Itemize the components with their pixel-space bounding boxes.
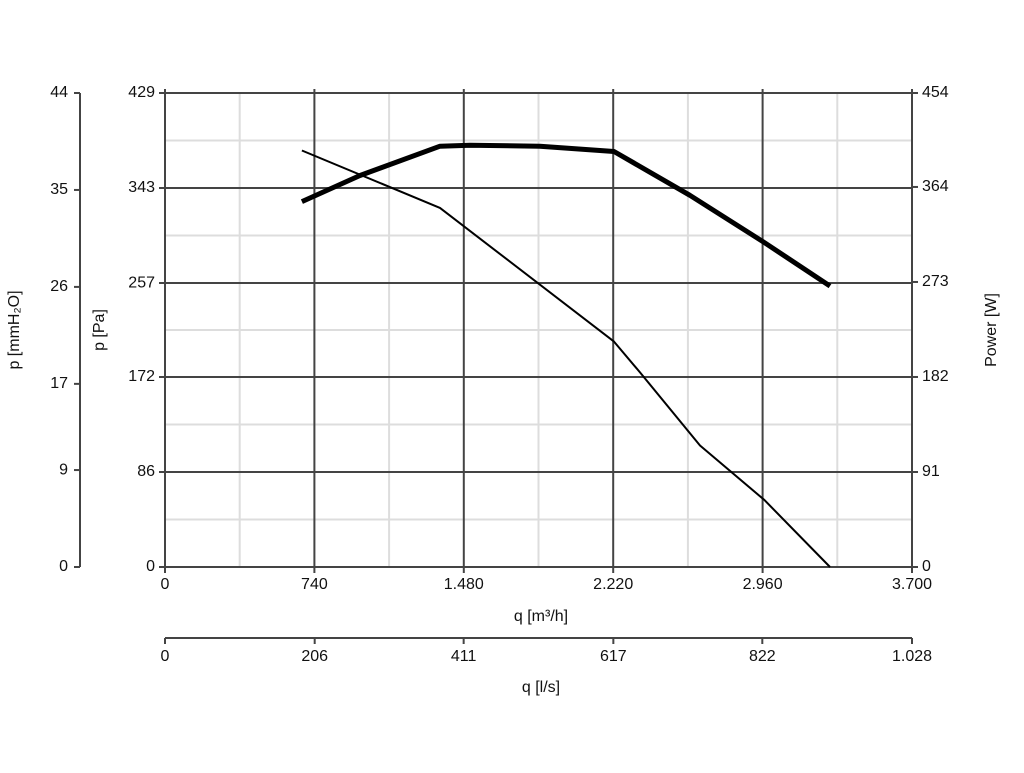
- y2-tick-label: 364: [922, 178, 949, 195]
- y3-tick-label: 35: [50, 181, 68, 198]
- y3-tick-label: 0: [59, 558, 68, 575]
- y3-tick-label: 26: [50, 278, 68, 295]
- x-tick-label: 0: [161, 576, 170, 593]
- x2-axis-title: q [l/s]: [522, 679, 560, 696]
- y2-tick-label: 182: [922, 368, 949, 385]
- y3-tick-label: 17: [50, 375, 68, 392]
- y2-tick-label: 0: [922, 558, 931, 575]
- y3-axis-title: p [mmH₂O]: [6, 290, 23, 369]
- x-tick-label: 1.480: [444, 576, 484, 593]
- y3-tick-label: 44: [50, 84, 68, 101]
- y2-tick-label: 273: [922, 273, 949, 290]
- series-line: [300, 142, 832, 289]
- y-tick-label: 86: [137, 463, 155, 480]
- x-axis-title: q [m³/h]: [514, 608, 568, 625]
- y2-tick-label: 454: [922, 84, 949, 101]
- x2-tick-label: 1.028: [892, 648, 932, 665]
- y-tick-label: 257: [128, 274, 155, 291]
- x-tick-label: 2.960: [743, 576, 783, 593]
- x2-tick-label: 0: [161, 648, 170, 665]
- y3-tick-label: 9: [59, 461, 68, 478]
- y-axis-title: p [Pa]: [91, 309, 108, 351]
- y-tick-label: 172: [128, 368, 155, 385]
- x-tick-label: 740: [301, 576, 328, 593]
- x2-tick-label: 822: [749, 648, 776, 665]
- x2-tick-label: 617: [600, 648, 627, 665]
- series-line: [301, 149, 831, 568]
- x2-tick-label: 411: [451, 648, 477, 665]
- y-tick-label: 343: [128, 179, 155, 196]
- y2-tick-label: 91: [922, 463, 940, 480]
- x-tick-label: 2.220: [593, 576, 633, 593]
- y2-axis-title: Power [W]: [983, 293, 1000, 367]
- y-tick-label: 0: [146, 558, 155, 575]
- y-tick-label: 429: [128, 84, 155, 101]
- x2-tick-label: 206: [301, 648, 328, 665]
- x-tick-label: 3.700: [892, 576, 932, 593]
